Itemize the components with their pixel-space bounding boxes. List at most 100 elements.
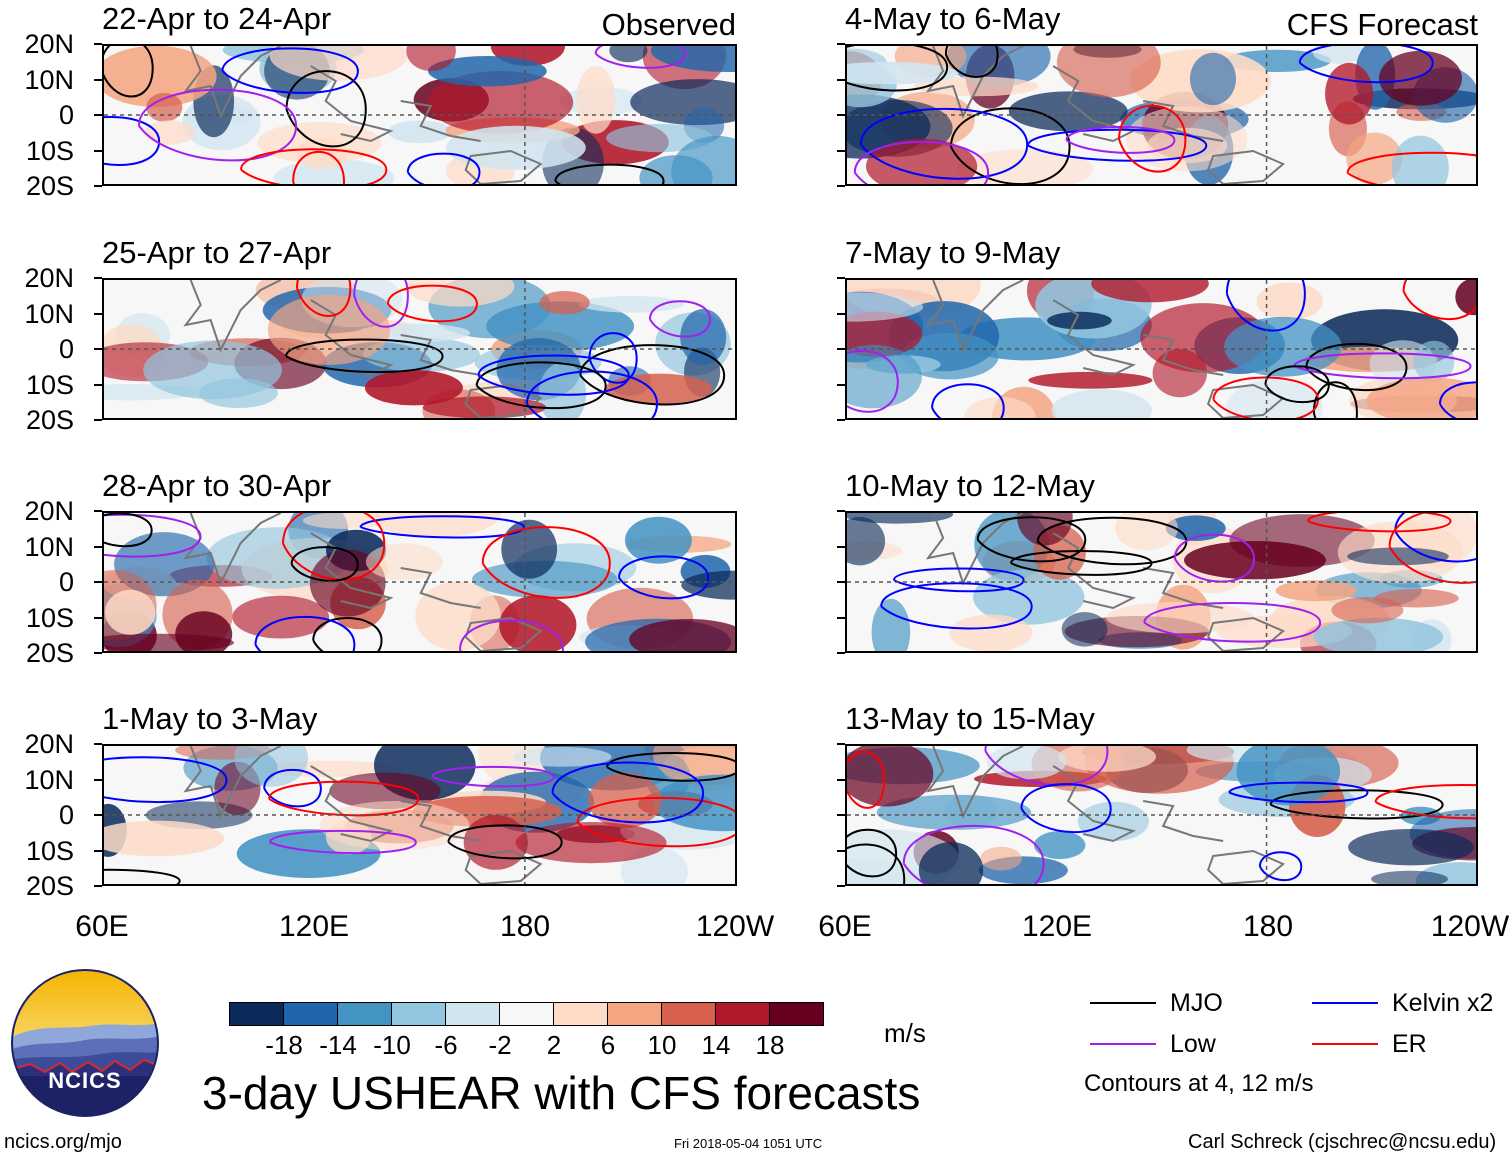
wave-contour xyxy=(1298,46,1434,84)
shear-anomaly-region xyxy=(980,846,1022,871)
shear-anomaly-region xyxy=(1371,870,1448,884)
lat-tick xyxy=(94,348,102,350)
shear-anomaly-region xyxy=(415,581,501,651)
wave-contour xyxy=(282,513,386,581)
wave-contour xyxy=(1388,513,1476,584)
shear-anomaly-region xyxy=(1056,46,1161,98)
shear-anomaly-region xyxy=(1391,135,1449,184)
shear-anomaly-region xyxy=(605,373,712,405)
wave-contour xyxy=(104,46,154,98)
wave-contour xyxy=(1225,280,1306,332)
shear-anomaly-region xyxy=(387,120,452,144)
lat-label: 0 xyxy=(58,800,74,830)
wave-contour xyxy=(853,141,990,184)
colorbar-cell xyxy=(445,1002,500,1026)
shear-anomaly-region xyxy=(367,513,502,538)
lat-tick xyxy=(837,185,845,187)
shear-anomaly-region xyxy=(539,291,590,315)
lon-label-left-60e: 60E xyxy=(75,910,129,943)
coastline xyxy=(183,280,543,418)
colorbar-tick-label: -10 xyxy=(373,1030,411,1060)
wave-contour xyxy=(984,746,1109,786)
colorbar-unit: m/s xyxy=(884,1018,926,1048)
shear-anomaly-region xyxy=(104,633,235,651)
colorbar-tick-label: 10 xyxy=(647,1030,677,1060)
wave-contour xyxy=(847,46,949,92)
lat-tick xyxy=(837,545,845,548)
shear-anomaly-region xyxy=(1275,580,1357,602)
lon-label-right-180: 180 xyxy=(1242,910,1294,943)
wave-contour xyxy=(104,513,153,548)
legend-label-low: Low xyxy=(1170,1030,1216,1058)
wave-contour xyxy=(847,843,906,884)
map-panel-observed-2 xyxy=(102,278,737,420)
lat-label: 10S xyxy=(25,369,74,400)
lat-tick xyxy=(94,849,102,852)
panel-title-obs-3: 28-Apr to 30-Apr xyxy=(102,468,332,503)
map-panel-forecast-3 xyxy=(845,511,1478,653)
shear-anomaly-region xyxy=(1152,349,1207,398)
wave-contour xyxy=(431,765,556,788)
ncics-logo[interactable]: NCICS xyxy=(10,968,160,1118)
lat-tick xyxy=(94,814,102,816)
lat-tick xyxy=(837,114,845,116)
lat-tick xyxy=(837,778,845,781)
shear-anomaly-region xyxy=(680,309,727,366)
shear-anomaly-region xyxy=(105,589,156,635)
shear-anomaly-region xyxy=(422,396,547,418)
shear-anomaly-region xyxy=(1051,389,1152,418)
shear-anomaly-region xyxy=(973,569,1085,625)
wave-contour xyxy=(104,756,228,804)
shear-anomaly-region xyxy=(302,513,387,529)
wave-contour xyxy=(1402,280,1476,321)
colorbar-tick-label: -14 xyxy=(319,1030,357,1060)
lat-tick xyxy=(837,43,845,45)
shear-anomaly-region xyxy=(847,517,886,566)
wave-contour xyxy=(606,751,735,782)
wave-contour xyxy=(353,280,409,328)
lat-tick xyxy=(837,312,845,315)
lat-tick xyxy=(837,814,845,816)
wave-contour xyxy=(847,828,898,878)
wave-contour xyxy=(1009,549,1153,576)
timestamp: Fri 2018-05-04 1051 UTC xyxy=(674,1136,823,1151)
lat-tick xyxy=(94,419,102,421)
shear-anomaly-region xyxy=(1190,52,1236,106)
wave-contour xyxy=(1305,343,1408,392)
lat-tick xyxy=(94,510,102,512)
shear-anomaly-region xyxy=(309,549,386,617)
map-panel-forecast-1 xyxy=(845,44,1478,186)
shear-anomaly-region xyxy=(1379,50,1462,106)
lat-tick xyxy=(94,383,102,386)
shear-anomaly-region xyxy=(427,71,574,134)
shear-anomaly-region xyxy=(1115,513,1178,551)
coastline xyxy=(925,280,1285,418)
wave-contour xyxy=(1258,851,1303,882)
lat-tick xyxy=(837,149,845,152)
shear-anomaly-region xyxy=(625,516,692,564)
shear-anomaly-region xyxy=(847,61,959,85)
panel-title-fc-1: 4-May to 6-May xyxy=(845,1,1061,36)
shear-anomaly-region xyxy=(914,76,1039,97)
lat-tick xyxy=(837,348,845,350)
wave-contour xyxy=(944,46,999,78)
shear-anomaly-region xyxy=(847,746,934,807)
lat-tick xyxy=(94,545,102,548)
lat-label: 10S xyxy=(25,602,74,633)
cfs-forecast-label: CFS Forecast xyxy=(1286,7,1478,42)
site-link[interactable]: ncics.org/mjo xyxy=(4,1131,122,1153)
wave-contour xyxy=(1026,128,1208,162)
wave-contour xyxy=(104,868,181,884)
shear-anomaly-region xyxy=(1034,831,1086,860)
lat-label: 0 xyxy=(58,334,74,364)
wave-contour xyxy=(1269,789,1444,820)
shear-anomaly-region xyxy=(362,337,480,372)
wave-contour xyxy=(406,152,481,184)
shear-anomaly-region xyxy=(918,842,984,884)
panel-title-obs-4: 1-May to 3-May xyxy=(102,701,318,736)
shear-anomaly-region xyxy=(406,46,456,71)
lat-tick xyxy=(94,652,102,654)
main-title: 3-day USHEAR with CFS forecasts xyxy=(202,1067,921,1119)
wave-contour xyxy=(1065,125,1176,154)
shear-anomaly-region xyxy=(501,519,558,579)
